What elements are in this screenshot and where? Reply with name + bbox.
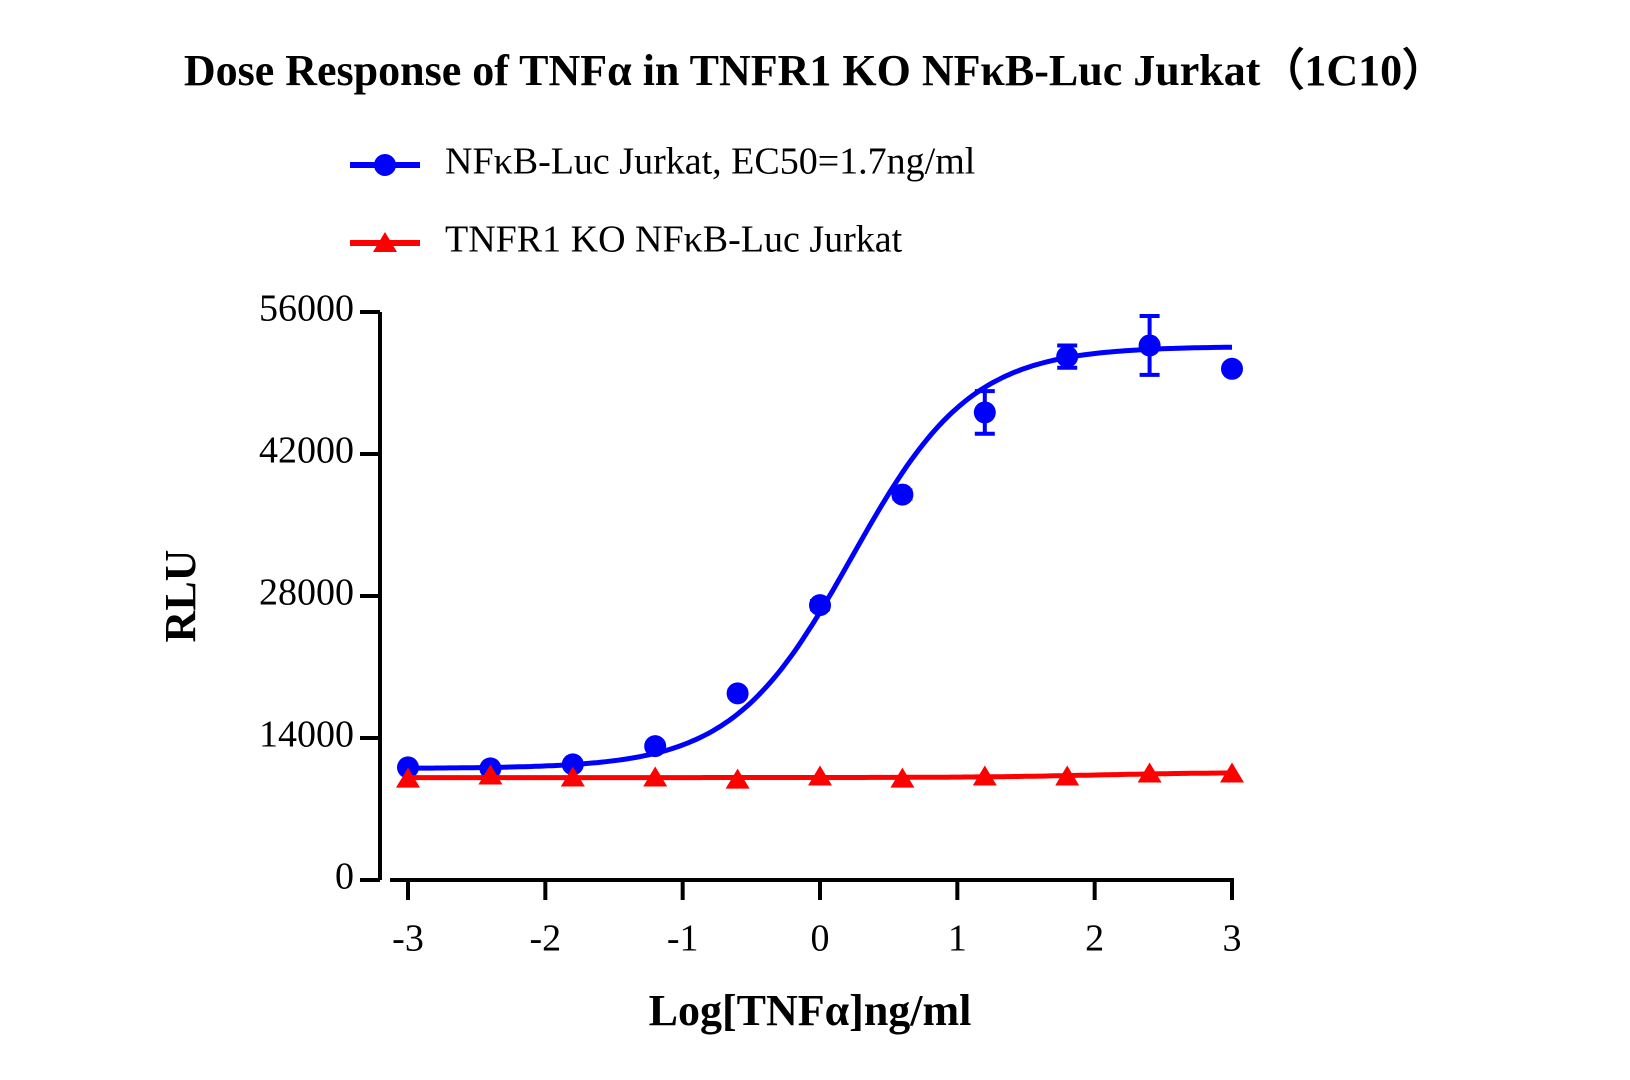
data-point (644, 735, 667, 758)
data-point (643, 766, 668, 787)
y-tick-label: 28000 (259, 572, 354, 614)
x-tick-label: 2 (1085, 918, 1104, 960)
legend-label: NFκB-Luc Jurkat, EC50=1.7ng/ml (445, 141, 975, 183)
legend-marker (373, 232, 397, 252)
x-tick-label: 3 (1223, 918, 1242, 960)
y-tick-label: 42000 (259, 430, 354, 472)
data-point (561, 753, 584, 776)
data-point (396, 767, 420, 788)
y-tick-label: 0 (335, 856, 354, 898)
chart-title: Dose Response of TNFα in TNFR1 KO NFκB-L… (184, 46, 1446, 95)
data-point (725, 768, 750, 789)
data-point (809, 594, 831, 617)
fit-curve (408, 344, 1233, 771)
x-axis-label: Log[TNFα]ng/ml (649, 986, 972, 1035)
data-point (891, 483, 914, 506)
x-tick-label: -2 (530, 918, 562, 960)
data-point (1055, 765, 1080, 786)
data-point (1056, 345, 1079, 368)
data-point (560, 766, 585, 787)
data-point (1221, 357, 1243, 380)
data-point (973, 401, 996, 424)
x-tick-label: 1 (948, 918, 967, 960)
data-point (1137, 762, 1162, 783)
data-point (1138, 334, 1161, 357)
data-point (726, 682, 749, 705)
data-point (972, 765, 997, 786)
y-axis-label: RLU (156, 550, 205, 643)
y-tick-label: 56000 (259, 288, 354, 330)
legend-label: TNFR1 KO NFκB-Luc Jurkat (445, 219, 903, 261)
data-point (397, 756, 419, 779)
data-point (478, 764, 503, 785)
data-point (808, 765, 832, 786)
x-tick-label: -3 (392, 918, 424, 960)
data-point (1220, 762, 1244, 783)
legend-marker (374, 154, 396, 176)
x-tick-label: 0 (811, 918, 830, 960)
y-tick-label: 14000 (259, 714, 354, 756)
x-tick-label: -1 (667, 918, 699, 960)
data-point (890, 767, 915, 788)
